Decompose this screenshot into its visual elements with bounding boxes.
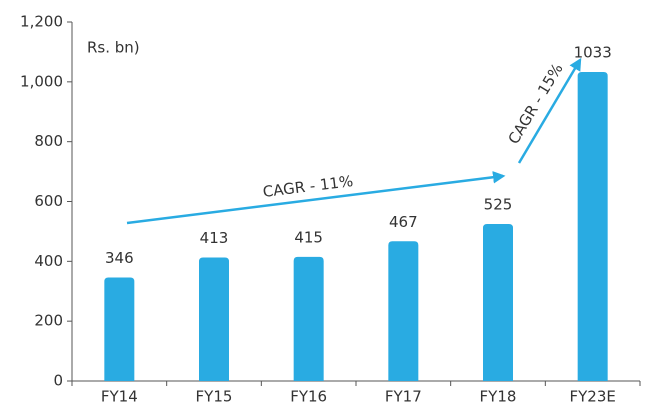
y-tick-label: 1,200 xyxy=(20,13,63,31)
data-label: 1033 xyxy=(574,43,612,61)
bar xyxy=(293,256,324,381)
y-tick-label: 600 xyxy=(34,192,63,210)
x-tick-label: FY15 xyxy=(196,388,233,405)
data-label: 415 xyxy=(294,228,323,246)
y-tick-label: 0 xyxy=(53,372,63,390)
bar xyxy=(577,71,608,382)
bar xyxy=(388,241,419,381)
y-tick-label: 1,000 xyxy=(20,72,63,90)
bar xyxy=(483,223,513,381)
bar xyxy=(104,277,135,381)
y-tick-label: 800 xyxy=(34,132,63,150)
x-tick-label: FY18 xyxy=(480,388,517,405)
arrow xyxy=(126,171,506,225)
y-tick-label: 200 xyxy=(34,312,63,330)
data-label: 413 xyxy=(200,229,229,247)
x-tick-label: FY23E xyxy=(569,388,615,405)
unit-label: Rs. bn) xyxy=(87,39,140,57)
data-label: 467 xyxy=(389,213,418,231)
bar xyxy=(199,257,229,381)
y-tick-label: 400 xyxy=(34,252,63,270)
x-tick-label: FY14 xyxy=(101,388,138,405)
x-tick-label: FY16 xyxy=(290,388,327,405)
data-label: 525 xyxy=(484,195,513,213)
arrow xyxy=(517,57,582,164)
x-tick-label: FY17 xyxy=(385,388,422,405)
data-label: 346 xyxy=(105,249,134,267)
